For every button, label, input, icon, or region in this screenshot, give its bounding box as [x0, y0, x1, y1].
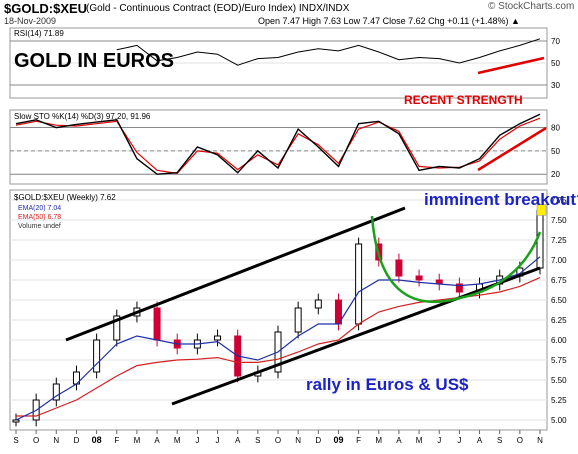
x-tick-label: S — [13, 436, 18, 445]
price-candle — [314, 299, 322, 309]
x-tick-label: O — [517, 436, 523, 445]
price-y-tick-label: 7.00 — [551, 256, 567, 265]
price-y-tick-label: 5.50 — [551, 376, 567, 385]
x-tick-label: J — [195, 436, 199, 445]
price-y-tick-label: 5.75 — [551, 356, 567, 365]
ohlc-readout: Open 7.47 High 7.63 Low 7.47 Close 7.62 … — [258, 16, 520, 26]
ema50-legend: EMA(50) 6.78 — [18, 214, 61, 221]
x-tick-label: F — [356, 436, 361, 445]
sto-trendline — [477, 126, 547, 172]
rsi-panel-title: GOLD IN EUROS — [14, 50, 174, 72]
price-candle — [52, 383, 60, 401]
last-price-marker — [536, 204, 547, 216]
price-y-tick-label: 6.25 — [551, 316, 567, 325]
x-tick-label: F — [114, 436, 119, 445]
price-candle — [93, 339, 101, 373]
sto-y-tick-label: 80 — [551, 124, 560, 133]
x-tick-label: J — [216, 436, 220, 445]
x-tick-label: M — [416, 436, 423, 445]
x-tick-label: N — [537, 436, 543, 445]
recent-strength-annotation: RECENT STRENGTH — [404, 93, 523, 107]
x-tick-label: S — [497, 436, 502, 445]
price-candle — [455, 283, 463, 293]
price-candle — [153, 307, 161, 341]
stochastic-chart: 20 50 80 — [10, 113, 560, 179]
price-y-tick-label: 7.25 — [551, 236, 567, 245]
volume-legend: Volume undef — [18, 223, 61, 230]
stockcharts-logo: © StockCharts.com — [488, 1, 575, 12]
x-tick-label: M — [174, 436, 181, 445]
rsi-trendline — [477, 56, 545, 75]
price-panel-frame — [9, 189, 548, 431]
ema50-line — [16, 277, 541, 417]
price-y-tick-label: 5.25 — [551, 396, 567, 405]
x-tick-label: J — [457, 436, 461, 445]
cup-arc — [370, 215, 542, 304]
ema20-legend: EMA(20) 7.04 — [18, 205, 61, 212]
price-y-tick-label: 5.00 — [551, 416, 567, 425]
sto-k-line — [15, 113, 541, 175]
symbol-description: (Gold - Continuous Contract (EOD)/Euro I… — [86, 3, 350, 14]
x-tick-label: 09 — [333, 435, 343, 445]
price-candle — [12, 419, 20, 423]
sto-y-tick-label: 50 — [551, 147, 560, 156]
price-candle — [294, 307, 302, 333]
price-y-tick-label: 6.50 — [551, 296, 567, 305]
sto-d-line — [15, 117, 541, 175]
price-candle — [355, 243, 363, 325]
rsi-chart: 30 50 70 — [10, 37, 560, 90]
x-tick-label: D — [74, 436, 80, 445]
rsi-y-tick-label: 50 — [551, 59, 560, 68]
stochastic-legend: Slow STO %K(14) %D(3) 97.20, 91.96 — [14, 112, 151, 121]
breakout-annotation: imminent breakout? — [424, 190, 578, 209]
x-tick-label: S — [255, 436, 260, 445]
x-tick-label: 08 — [92, 435, 102, 445]
x-tick-label: A — [477, 436, 483, 445]
x-tick-label: M — [134, 436, 141, 445]
sto-y-tick-label: 20 — [551, 170, 560, 179]
price-candle — [395, 259, 403, 277]
x-tick-label: J — [437, 436, 441, 445]
price-legend-title: $GOLD:$XEU (Weekly) 7.62 — [14, 193, 116, 202]
price-y-tick-label: 7.75 — [551, 196, 567, 205]
x-tick-label: N — [53, 436, 59, 445]
ema20-line — [15, 256, 541, 421]
chart-date: 18-Nov-2009 — [4, 16, 57, 26]
upper-channel-line — [65, 206, 406, 342]
price-y-tick-label: 6.75 — [551, 276, 567, 285]
price-candle — [113, 315, 121, 341]
rsi-y-tick-label: 30 — [551, 81, 560, 90]
price-candle — [214, 335, 222, 341]
price-chart: 5.00 5.25 5.50 5.75 6.00 6.25 6.50 6.75 7.00 7.25… — [10, 196, 567, 427]
rsi-line — [116, 38, 541, 66]
x-tick-label: O — [275, 436, 281, 445]
x-tick-label: A — [154, 436, 160, 445]
x-tick-label: D — [315, 436, 321, 445]
x-tick-label: A — [396, 436, 402, 445]
rsi-y-tick-label: 70 — [551, 37, 560, 46]
x-tick-label: O — [33, 436, 39, 445]
rally-annotation: rally in Euros & US$ — [306, 375, 469, 394]
x-tick-label: M — [375, 436, 382, 445]
x-tick-label: A — [235, 436, 241, 445]
price-y-tick-label: 7.50 — [551, 216, 567, 225]
x-tick-label: N — [295, 436, 301, 445]
price-candle — [415, 275, 423, 281]
stochastic-panel-frame — [9, 109, 548, 185]
price-y-tick-label: 6.00 — [551, 336, 567, 345]
lower-channel-line — [171, 266, 541, 406]
rsi-legend: RSI(14) 71.89 — [14, 29, 64, 38]
symbol-label: $GOLD:$XEU — [4, 1, 88, 16]
x-axis: S O N D 08 F M A M J J A S O N D 09 F M A M J J A S O N — [13, 430, 543, 445]
